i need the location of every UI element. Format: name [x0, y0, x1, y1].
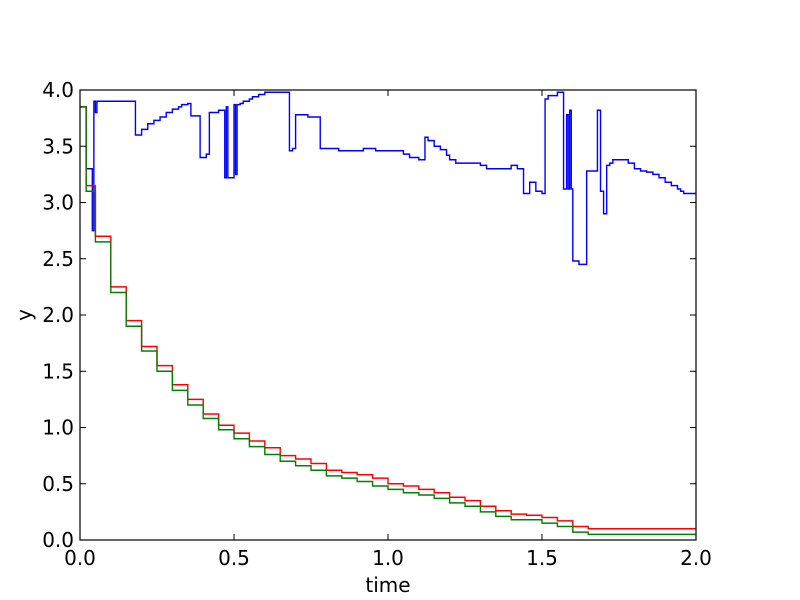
x-axis-ticks: 0.0 0.5 1.0 1.5 2.0	[64, 90, 712, 570]
x-tick-label: 0.5	[218, 546, 250, 570]
y-tick-label: 0.5	[42, 472, 74, 496]
y-axis-label: y	[12, 309, 36, 321]
y-tick-label: 4.0	[42, 78, 74, 102]
x-tick-label: 0.0	[64, 546, 96, 570]
y-tick-label: 1.5	[42, 359, 74, 383]
series-line-2	[80, 106, 696, 536]
y-tick-label: 3.5	[42, 134, 74, 158]
y-tick-label: 2.5	[42, 247, 74, 271]
x-tick-label: 1.5	[526, 546, 558, 570]
x-axis-label: time	[365, 573, 410, 597]
y-tick-label: 0.0	[42, 528, 74, 552]
y-tick-label: 3.0	[42, 191, 74, 215]
y-tick-label: 1.0	[42, 416, 74, 440]
x-tick-label: 1.0	[372, 546, 404, 570]
plot-frame	[79, 89, 697, 541]
series-layer	[80, 91, 696, 536]
series-line-1	[80, 106, 696, 530]
y-axis-ticks: 0.0 0.5 1.0 1.5 2.0 2.5 3.0 3.5 4.0	[42, 78, 696, 552]
x-tick-label: 2.0	[680, 546, 712, 570]
y-tick-label: 2.0	[42, 303, 74, 327]
series-line-0	[80, 91, 696, 266]
